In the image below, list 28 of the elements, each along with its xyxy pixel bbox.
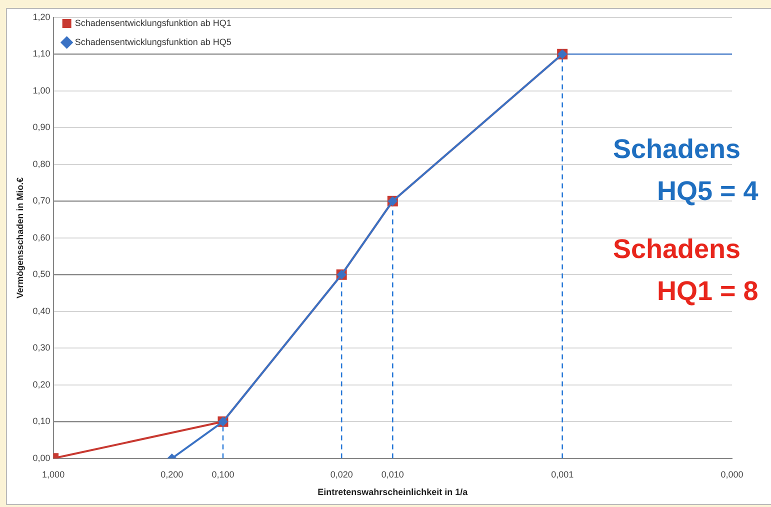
annotation: Schadens: [613, 134, 741, 164]
y-tick-label: 0,00: [32, 452, 50, 463]
y-tick-label: 1,00: [32, 85, 50, 96]
y-tick-label: 0,80: [32, 158, 50, 169]
x-tick-label: 0,010: [381, 469, 404, 480]
x-tick-label: 0,100: [212, 469, 234, 480]
y-tick-label: 1,10: [32, 48, 50, 59]
y-tick-label: 0,40: [32, 306, 50, 316]
annotation: Schadens: [613, 234, 741, 264]
x-tick-label: 0,001: [551, 469, 574, 480]
x-tick-label: 0,020: [330, 469, 353, 480]
y-tick-label: 0,60: [32, 232, 50, 242]
x-axis-title: Eintretenswahrscheinlichkeit in 1/a: [318, 487, 469, 498]
annotation: HQ1 = 8: [657, 276, 758, 306]
y-tick-label: 1,20: [32, 12, 50, 22]
y-tick-label: 0,70: [32, 196, 50, 206]
y-tick-label: 0,10: [32, 416, 50, 426]
legend-label: Schadensentwicklungsfunktion ab HQ1: [74, 18, 232, 28]
y-tick-label: 0,20: [32, 379, 50, 390]
x-tick-label: 0,000: [720, 469, 744, 480]
legend-label: Schadensentwicklungsfunktion ab HQ5: [74, 36, 232, 47]
annotation: HQ5 = 4: [657, 176, 758, 206]
y-tick-label: 0,50: [32, 269, 50, 280]
y-tick-label: 0,30: [32, 342, 50, 353]
y-tick-label: 0,90: [32, 122, 50, 132]
x-tick-label: 1,000: [42, 469, 65, 480]
y-axis-title: Vermögensschaden in Mio.€: [14, 177, 25, 298]
x-tick-label: 0,200: [160, 469, 184, 480]
